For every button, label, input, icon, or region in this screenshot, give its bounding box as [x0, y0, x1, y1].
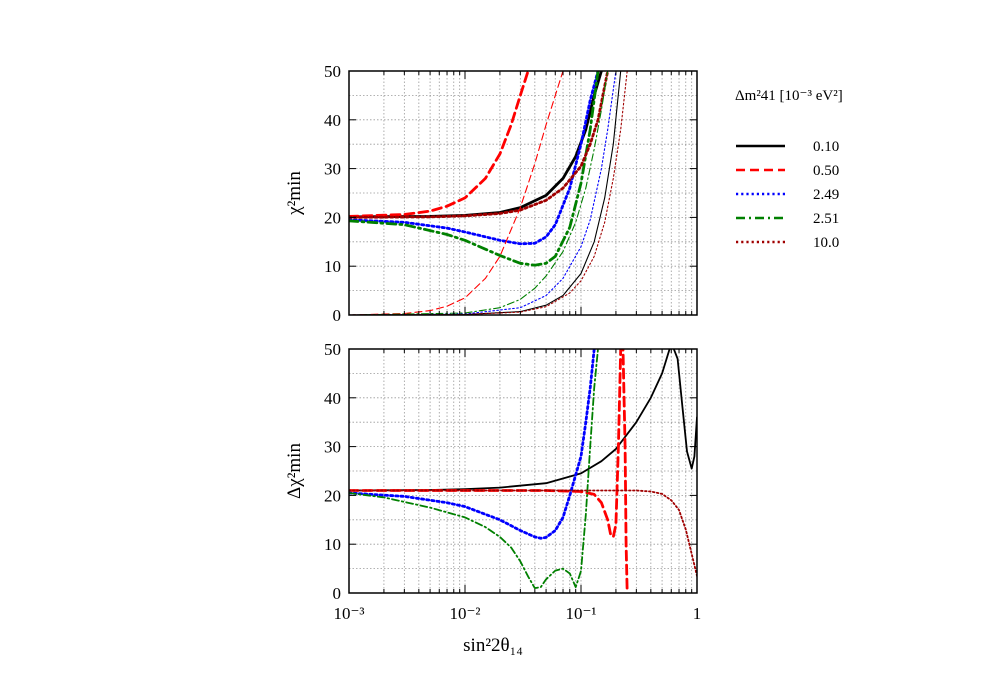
x-tick-label: 1: [693, 604, 702, 623]
series-line-0-50-thick: [349, 349, 629, 593]
y-tick-label: 30: [324, 160, 341, 179]
top-panel: 0 10 20 30 40 50 χ²min: [284, 62, 698, 325]
series-line-2-51-normal: [349, 349, 599, 589]
series-line-thin-thin: [349, 71, 609, 315]
bottom-ticks: 0 10 20 30 40 50 10⁻³ 10⁻² 10⁻¹ 1: [324, 340, 701, 623]
series-line-10-0-thick: [349, 71, 610, 219]
series-line-2-49-thick: [349, 349, 596, 540]
bottom-plot-frame: [348, 348, 698, 594]
series-line-0-10-normal: [349, 349, 697, 492]
series-line-2-49-thick: [349, 71, 600, 246]
x-tick-label: 10⁻²: [449, 604, 480, 623]
bottom-curves: [349, 349, 697, 593]
top-curves: [349, 71, 628, 315]
y-tick-label: 20: [324, 486, 341, 505]
legend-label-0-10: 0.10: [813, 139, 839, 155]
bottom-panel: 0 10 20 30 40 50 10⁻³ 10⁻² 10⁻¹ 1 Δχ²min sin²2θ₁₄: [284, 340, 701, 656]
legend-label-0-50: 0.50: [813, 163, 839, 179]
series-line-0-50-thick: [349, 71, 530, 218]
top-plot-frame: [348, 70, 698, 316]
y-tick-label: 20: [324, 208, 341, 227]
y-tick-label: 50: [324, 340, 341, 359]
y-tick-label: 0: [333, 584, 342, 603]
series-line-10-0-normal: [349, 489, 697, 577]
series-line-thin-thin: [349, 71, 564, 315]
legend-label-10-0: 10.0: [813, 235, 839, 251]
y-tick-label: 0: [333, 306, 342, 325]
series-line-thin-thin: [349, 71, 628, 315]
y-tick-label: 30: [324, 438, 341, 457]
bottom-grid: [349, 349, 697, 593]
legend: Δm²41 [10⁻³ eV²] 0.10 0.50 2.49 2.51 10.0: [735, 88, 843, 251]
y-tick-label: 10: [324, 535, 341, 554]
x-tick-label: 10⁻¹: [565, 604, 596, 623]
top-ticks: 0 10 20 30 40 50: [324, 62, 697, 325]
y-tick-label: 50: [324, 62, 341, 81]
y-tick-label: 40: [324, 111, 341, 130]
legend-items: 0.10 0.50 2.49 2.51 10.0: [736, 139, 839, 251]
x-tick-label: 10⁻³: [333, 604, 364, 623]
x-axis-label: sin²2θ₁₄: [463, 635, 523, 656]
legend-title: Δm²41 [10⁻³ eV²]: [735, 88, 843, 104]
y-tick-label: 10: [324, 257, 341, 276]
y-tick-label: 40: [324, 389, 341, 408]
top-y-axis-label: χ²min: [284, 171, 305, 216]
series-line-thin-thin: [349, 71, 617, 315]
series-line-2-51-thick: [349, 71, 600, 267]
bottom-y-axis-label: Δχ²min: [284, 443, 305, 499]
top-grid: [349, 71, 697, 315]
legend-label-2-51: 2.51: [813, 211, 839, 227]
legend-label-2-49: 2.49: [813, 187, 839, 203]
